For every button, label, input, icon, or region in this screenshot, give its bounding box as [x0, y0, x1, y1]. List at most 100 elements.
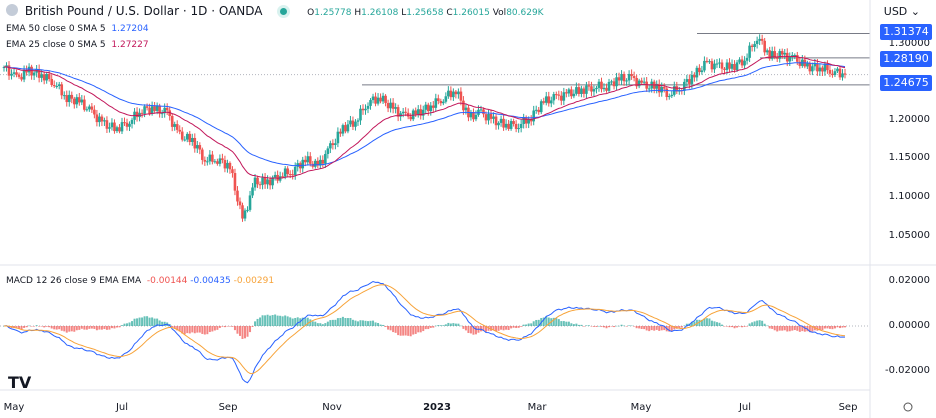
candle-body — [527, 119, 530, 124]
candle-body — [346, 124, 350, 132]
macd-histogram-bar — [178, 326, 181, 332]
candle-body — [713, 63, 716, 70]
macd-histogram-bar — [507, 326, 510, 330]
candle-body — [462, 100, 465, 111]
candle-body — [341, 125, 345, 134]
macd-histogram-bar — [693, 321, 696, 326]
macd-histogram-bar — [238, 326, 241, 336]
macd-histogram-bar — [387, 326, 390, 330]
gbp-usd-flags-icon — [6, 4, 18, 16]
candle-body — [60, 84, 64, 96]
macd-histogram-bar — [43, 326, 46, 328]
candle-body — [567, 89, 571, 94]
macd-histogram-bar — [731, 326, 734, 328]
macd-histogram-bar — [339, 317, 342, 326]
candle-body — [218, 158, 222, 164]
candle-body — [266, 179, 269, 185]
macd-histogram-bar — [98, 326, 101, 330]
candle-body — [529, 119, 533, 122]
candle-body — [178, 129, 182, 132]
candle-body — [632, 76, 636, 79]
macd-histogram-bar — [570, 323, 573, 326]
candle-body — [196, 145, 199, 149]
candle-body — [499, 118, 503, 123]
candle-body — [743, 60, 746, 66]
macd-histogram-bar — [331, 319, 334, 326]
macd-histogram-bar — [758, 320, 761, 326]
macd-histogram-bar — [836, 326, 839, 328]
candle-body — [549, 100, 553, 104]
macd-histogram-bar — [392, 326, 395, 333]
ema50-legend[interactable]: EMA 50 close 0 SMA 5 1.27204 — [6, 24, 149, 34]
candle-body — [509, 121, 513, 129]
macd-histogram-bar — [487, 326, 490, 331]
symbol-legend[interactable]: British Pound / U.S. Dollar · 1D · OANDA… — [6, 4, 544, 18]
macd-histogram-bar — [133, 318, 136, 326]
macd-histogram-bar — [294, 317, 297, 326]
candle-body — [118, 127, 121, 132]
candle-body — [105, 120, 109, 129]
candle-body — [193, 137, 197, 149]
macd-histogram-bar — [60, 326, 63, 331]
candle-body — [793, 55, 797, 57]
macd-histogram-bar — [650, 326, 653, 331]
candle-body — [587, 85, 591, 87]
macd-histogram-bar — [605, 326, 608, 329]
macd-histogram-bar — [349, 318, 352, 326]
candle-body — [291, 174, 295, 176]
gear-icon[interactable] — [903, 402, 913, 412]
candle-body — [753, 43, 756, 47]
candle-body — [183, 139, 187, 141]
candle-body — [431, 105, 435, 108]
macd-legend[interactable]: MACD 12 26 close 9 EMA EMA -0.00144 -0.0… — [6, 276, 275, 286]
macd-histogram-bar — [148, 317, 151, 326]
macd-histogram-bar — [264, 315, 267, 326]
macd-histogram-bar — [279, 315, 282, 326]
macd-histogram-bar — [70, 326, 73, 332]
macd-histogram-bar — [407, 326, 410, 336]
macd-histogram-bar — [120, 325, 123, 326]
candle-body — [577, 87, 581, 94]
candle-body — [637, 80, 641, 87]
currency-selector[interactable]: USD ⌄ — [883, 5, 920, 18]
candle-body — [645, 81, 648, 89]
macd-histogram-bar — [417, 326, 420, 333]
candle-body — [821, 67, 824, 72]
candle-body — [482, 109, 485, 115]
candle-body — [190, 137, 194, 142]
macd-histogram-bar — [625, 326, 628, 327]
macd-histogram-bar — [354, 320, 357, 326]
macd-histogram-bar — [85, 326, 88, 330]
candle-body — [37, 69, 41, 78]
candle-body — [331, 143, 335, 146]
macd-histogram-bar — [464, 326, 467, 331]
macd-histogram-bar — [28, 325, 31, 327]
macd-histogram-bar — [126, 323, 129, 326]
macd-histogram-bar — [233, 326, 236, 331]
macd-histogram-bar — [653, 326, 656, 331]
candle-body — [213, 161, 217, 163]
macd-histogram-bar — [467, 326, 470, 334]
macd-histogram-bar — [83, 326, 86, 330]
candle-body — [57, 84, 61, 87]
macd-histogram-bar — [143, 316, 146, 326]
macd-histogram-bar — [15, 326, 18, 329]
candle-body — [698, 67, 701, 73]
macd-histogram-bar — [600, 326, 603, 327]
macd-histogram-bar — [497, 326, 500, 331]
candle-body — [421, 109, 425, 116]
candle-body — [98, 116, 101, 123]
macd-histogram-bar — [479, 326, 482, 332]
macd-histogram-bar — [673, 326, 676, 330]
candle-body — [324, 153, 327, 164]
macd-histogram-bar — [412, 326, 415, 335]
ema25-legend[interactable]: EMA 25 close 0 SMA 5 1.27227 — [6, 40, 149, 50]
macd-histogram-bar — [329, 320, 332, 326]
macd-histogram-bar — [695, 319, 698, 326]
macd-histogram-bar — [216, 326, 219, 330]
candle-body — [522, 117, 525, 124]
candles — [2, 34, 847, 222]
macd-tick: 0.02000 — [888, 275, 930, 286]
macd-histogram-bar — [422, 326, 425, 332]
